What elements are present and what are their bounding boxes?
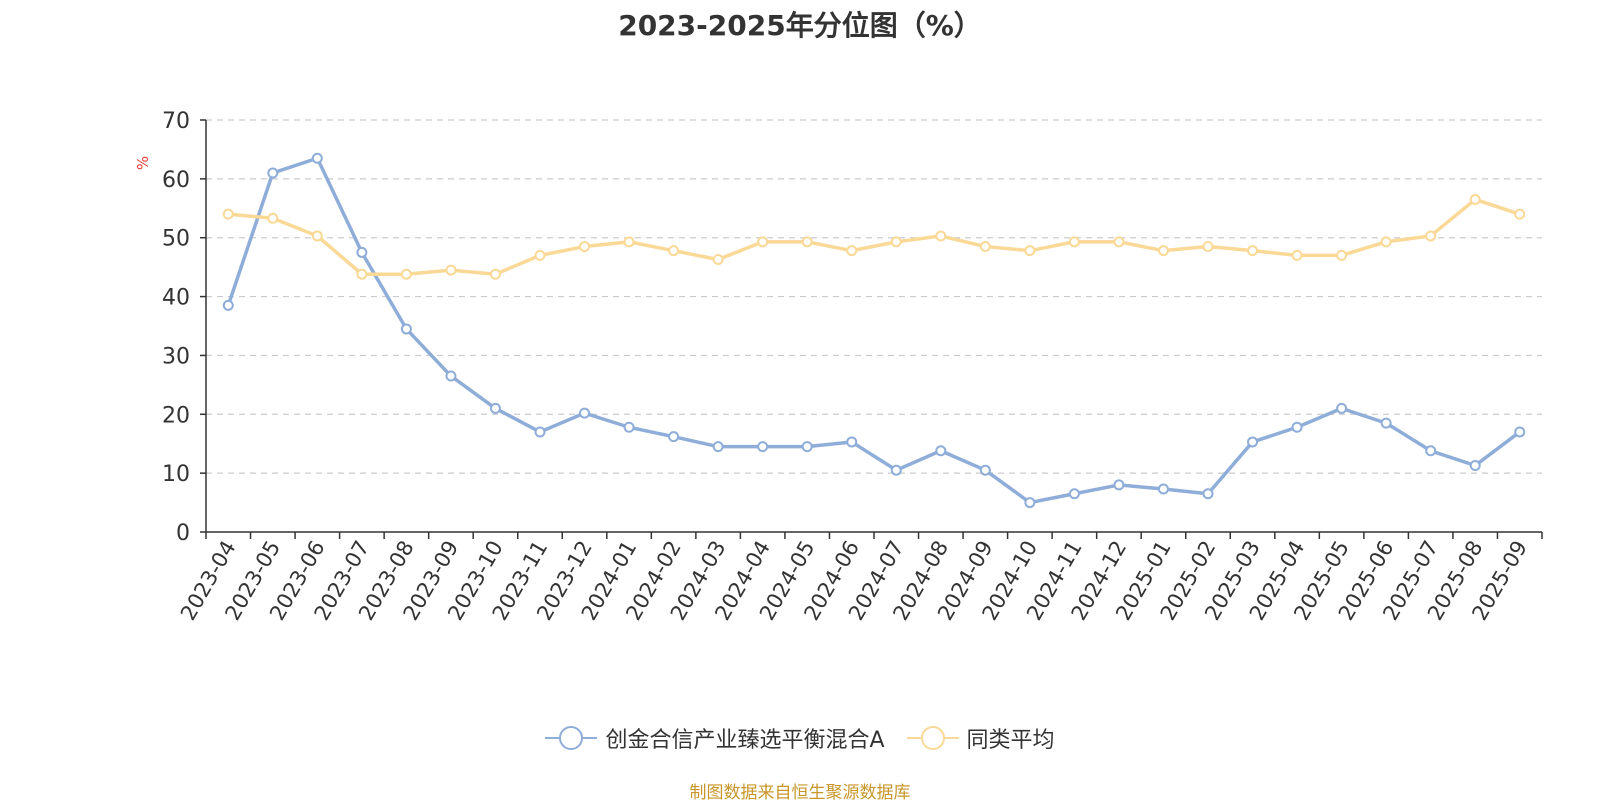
data-point-series-0 <box>1202 488 1214 500</box>
data-point-series-0 <box>222 299 234 311</box>
chart-title: 2023-2025年分位图（%） <box>618 9 982 42</box>
legend-item-fund[interactable]: 创金合信产业臻选平衡混合A <box>545 722 885 754</box>
data-source-note: 制图数据来自恒生聚源数据库 <box>689 783 911 803</box>
legend-fund-label: 创金合信产业臻选平衡混合A <box>605 728 885 753</box>
y-tick-label: 50 <box>162 227 190 252</box>
y-tick-label: 10 <box>162 462 190 487</box>
data-point-series-0 <box>623 421 635 433</box>
data-point-series-0 <box>1113 479 1125 491</box>
data-point-series-1 <box>1068 236 1080 248</box>
data-point-series-0 <box>356 246 368 258</box>
data-point-series-1 <box>1113 236 1125 248</box>
data-point-series-1 <box>579 241 591 253</box>
data-point-series-1 <box>1024 245 1036 257</box>
data-point-series-0 <box>1157 483 1169 495</box>
y-tick-label: 30 <box>162 344 190 369</box>
data-point-series-0 <box>1024 497 1036 509</box>
y-tick-label: 70 <box>162 109 190 134</box>
data-point-series-0 <box>1425 445 1437 457</box>
data-point-series-0 <box>1068 488 1080 500</box>
data-point-series-0 <box>1291 421 1303 433</box>
y-axis-unit-label: % <box>134 156 152 170</box>
legend-average-label: 同类平均 <box>966 728 1055 753</box>
legend: 创金合信产业臻选平衡混合A 同类平均 <box>0 722 1600 754</box>
data-point-series-1 <box>668 245 680 257</box>
data-point-series-1 <box>267 212 279 224</box>
data-point-series-1 <box>1202 241 1214 253</box>
data-point-series-0 <box>1469 459 1481 471</box>
data-point-series-0 <box>935 445 947 457</box>
data-point-series-1 <box>222 208 234 220</box>
data-point-series-0 <box>1380 417 1392 429</box>
series-line-0 <box>226 156 1522 505</box>
data-point-series-1 <box>979 241 991 253</box>
data-point-series-0 <box>311 152 323 164</box>
y-tick-label: 0 <box>176 521 190 546</box>
data-point-series-1 <box>712 253 724 265</box>
series-layer <box>222 152 1526 509</box>
data-point-series-1 <box>846 245 858 257</box>
data-point-series-0 <box>267 167 279 179</box>
data-point-series-1 <box>534 249 546 261</box>
data-point-series-1 <box>1380 236 1392 248</box>
data-point-series-1 <box>1514 208 1526 220</box>
data-point-series-1 <box>311 230 323 242</box>
data-point-series-1 <box>445 264 457 276</box>
data-point-series-0 <box>712 441 724 453</box>
data-point-series-0 <box>846 436 858 448</box>
data-point-series-1 <box>801 236 813 248</box>
data-point-series-0 <box>579 407 591 419</box>
data-point-series-0 <box>890 464 902 476</box>
data-point-series-1 <box>1157 245 1169 257</box>
data-point-series-1 <box>1336 249 1348 261</box>
data-point-series-1 <box>489 268 501 280</box>
data-point-series-0 <box>1514 426 1526 438</box>
y-tick-label: 20 <box>162 403 190 428</box>
legend-item-category-average[interactable]: 同类平均 <box>906 722 1055 754</box>
legend-average-marker-icon <box>906 726 959 750</box>
data-point-series-1 <box>890 236 902 248</box>
data-point-series-0 <box>400 323 412 335</box>
data-point-series-0 <box>979 464 991 476</box>
series-line-1 <box>226 197 1522 276</box>
data-point-series-0 <box>1336 402 1348 414</box>
data-point-series-1 <box>757 236 769 248</box>
data-point-series-0 <box>757 441 769 453</box>
data-point-series-1 <box>1425 230 1437 242</box>
data-point-series-1 <box>935 230 947 242</box>
data-point-series-1 <box>1247 245 1259 257</box>
y-tick-label: 60 <box>162 168 190 193</box>
data-point-series-0 <box>489 402 501 414</box>
data-point-series-0 <box>668 431 680 443</box>
data-point-series-1 <box>400 268 412 280</box>
data-point-series-0 <box>534 426 546 438</box>
data-point-series-0 <box>1247 436 1259 448</box>
data-point-series-1 <box>356 268 368 280</box>
y-tick-label: 40 <box>162 286 190 311</box>
grid-layer <box>206 119 1542 474</box>
legend-fund-marker-icon <box>545 726 598 750</box>
data-point-series-1 <box>1291 249 1303 261</box>
data-point-series-1 <box>1469 193 1481 205</box>
data-point-series-0 <box>445 370 457 382</box>
data-point-series-0 <box>801 441 813 453</box>
axis-layer: 0102030405060702023-042023-052023-062023… <box>162 109 1543 624</box>
data-point-series-1 <box>623 236 635 248</box>
